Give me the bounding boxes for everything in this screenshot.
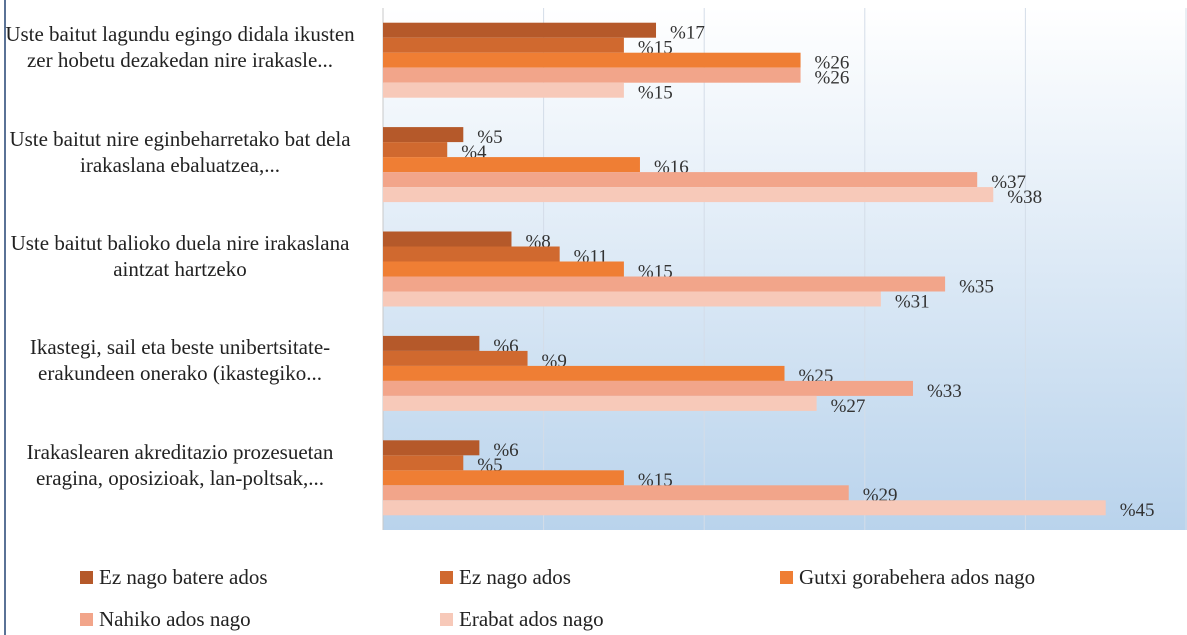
value-label: %26 bbox=[815, 68, 850, 89]
legend-label: Nahiko ados nago bbox=[99, 607, 251, 631]
legend-label: Gutxi gorabehera ados nago bbox=[799, 565, 1035, 589]
bar bbox=[383, 440, 480, 456]
bar bbox=[383, 231, 512, 247]
legend-swatch bbox=[780, 571, 793, 584]
bar bbox=[383, 172, 978, 188]
category-label: Uste baitut balioko duela nire irakaslan… bbox=[10, 231, 350, 281]
value-label: %37 bbox=[991, 172, 1026, 193]
legend-label: Erabat ados nago bbox=[459, 607, 604, 631]
bar bbox=[383, 37, 624, 53]
legend-swatch bbox=[80, 571, 93, 584]
bar bbox=[383, 246, 560, 262]
category-label: Irakaslearen akreditazio prozesuetan era… bbox=[26, 439, 334, 490]
value-label: %35 bbox=[959, 276, 994, 297]
category-label: Uste baitut lagundu egingo didala ikuste… bbox=[5, 22, 355, 73]
legend-swatch bbox=[440, 613, 453, 626]
value-label: %15 bbox=[638, 83, 673, 104]
value-label: %38 bbox=[1007, 187, 1042, 208]
value-label: %31 bbox=[895, 291, 930, 312]
legend-label: Ez nago ados bbox=[459, 565, 571, 589]
value-label: %5 bbox=[477, 127, 502, 148]
category-label: Uste baitut nire eginbeharretako bat del… bbox=[9, 126, 351, 177]
bar bbox=[383, 455, 464, 471]
bar bbox=[383, 365, 785, 381]
value-label: %17 bbox=[670, 23, 705, 44]
value-label: %45 bbox=[1120, 500, 1155, 521]
bar bbox=[383, 470, 624, 486]
bar bbox=[383, 127, 464, 143]
legend-label: Ez nago batere ados bbox=[99, 565, 268, 589]
bar bbox=[383, 67, 801, 83]
bar bbox=[383, 335, 480, 351]
legend-swatch bbox=[440, 571, 453, 584]
bar bbox=[383, 485, 849, 501]
bar bbox=[383, 291, 881, 307]
bar bbox=[383, 500, 1106, 516]
value-label: %6 bbox=[493, 440, 518, 461]
bar bbox=[383, 350, 528, 366]
bar bbox=[383, 395, 817, 411]
value-label: %26 bbox=[815, 53, 850, 74]
bar bbox=[383, 276, 946, 292]
legend-swatch bbox=[80, 613, 93, 626]
bar bbox=[383, 142, 448, 158]
bar bbox=[383, 261, 624, 277]
value-label: %33 bbox=[927, 381, 962, 402]
bar bbox=[383, 22, 657, 38]
bar bbox=[383, 187, 994, 203]
category-label: Ikastegi, sail eta beste unibertsitate-e… bbox=[29, 335, 331, 386]
bar bbox=[383, 380, 913, 396]
value-label: %27 bbox=[831, 396, 866, 417]
bar bbox=[383, 82, 624, 98]
bar bbox=[383, 157, 640, 173]
bar bbox=[383, 52, 801, 68]
